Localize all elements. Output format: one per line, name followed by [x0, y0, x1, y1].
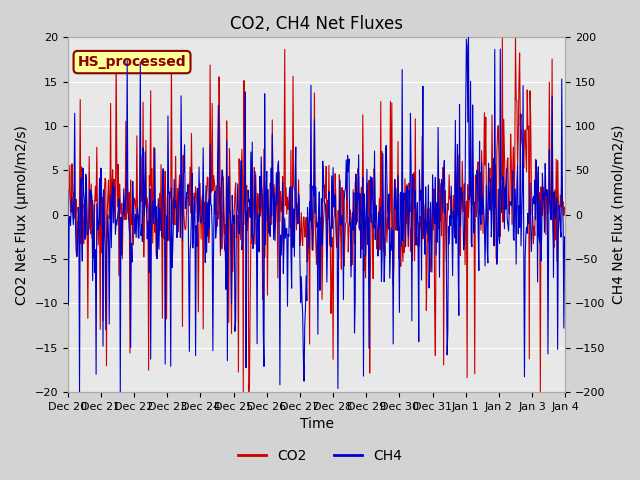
Title: CO2, CH4 Net Fluxes: CO2, CH4 Net Fluxes	[230, 15, 403, 33]
Y-axis label: CO2 Net Flux (μmol/m2/s): CO2 Net Flux (μmol/m2/s)	[15, 125, 29, 305]
Legend: CO2, CH4: CO2, CH4	[232, 443, 408, 468]
Text: HS_processed: HS_processed	[77, 55, 186, 69]
Y-axis label: CH4 Net Flux (nmol/m2/s): CH4 Net Flux (nmol/m2/s)	[611, 125, 625, 304]
X-axis label: Time: Time	[300, 418, 333, 432]
